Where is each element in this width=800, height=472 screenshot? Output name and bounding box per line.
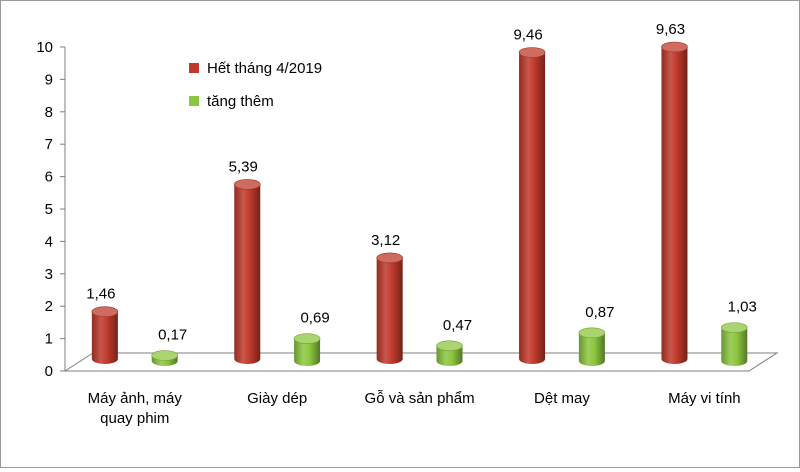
y-tick-label: 6: [45, 169, 53, 186]
x-tick-label: quay phim: [100, 410, 169, 427]
legend-swatch: [189, 96, 199, 106]
y-tick-label: 1: [45, 331, 53, 348]
data-label: 9,46: [513, 26, 542, 43]
bar-top: [578, 327, 606, 339]
y-tick-label: 0: [45, 363, 53, 380]
data-label: 1,46: [86, 286, 115, 303]
bar: [294, 338, 321, 366]
bar-top: [151, 350, 178, 361]
bar-top: [720, 322, 748, 333]
bar: [376, 257, 403, 364]
bar-top: [518, 47, 546, 58]
bar-top: [376, 252, 403, 264]
data-label: 0,47: [443, 317, 472, 334]
legend-swatch: [189, 63, 199, 73]
y-tick-label: 5: [45, 201, 53, 218]
bar: [661, 46, 688, 364]
y-tick-label: 8: [45, 104, 53, 121]
data-label: 1,03: [728, 299, 757, 316]
y-tick-label: 10: [36, 39, 53, 56]
bar: [91, 311, 118, 364]
data-label: 0,87: [585, 304, 614, 321]
bar: [578, 332, 605, 366]
x-tick-label: Dệt may: [534, 390, 590, 407]
bar-top: [436, 340, 463, 352]
data-label: 9,63: [656, 21, 685, 38]
data-label: 0,17: [158, 326, 187, 343]
bar-top: [661, 41, 688, 53]
bar: [519, 52, 546, 364]
data-label: 5,39: [229, 158, 258, 175]
x-tick-label: Gỗ và sản phẩm: [365, 390, 475, 407]
data-label: 0,69: [300, 310, 329, 327]
x-tick-label: Máy vi tính: [668, 390, 741, 407]
x-tick-label: Máy ảnh, máy: [88, 390, 183, 407]
bar: [721, 327, 748, 366]
bar: [234, 184, 261, 364]
legend-label: Hết tháng 4/2019: [207, 60, 322, 77]
bar-top: [293, 333, 321, 344]
y-tick-label: 4: [45, 233, 53, 250]
y-tick-label: 7: [45, 136, 53, 153]
y-tick-label: 2: [45, 298, 53, 315]
x-tick-label: Giày dép: [247, 390, 307, 407]
data-label: 3,12: [371, 232, 400, 249]
bar-top: [91, 306, 119, 317]
bar: [436, 345, 463, 366]
legend-label: tăng thêm: [207, 93, 274, 110]
y-tick-label: 3: [45, 266, 53, 283]
y-tick-label: 9: [45, 71, 53, 88]
bar-top: [233, 179, 261, 190]
